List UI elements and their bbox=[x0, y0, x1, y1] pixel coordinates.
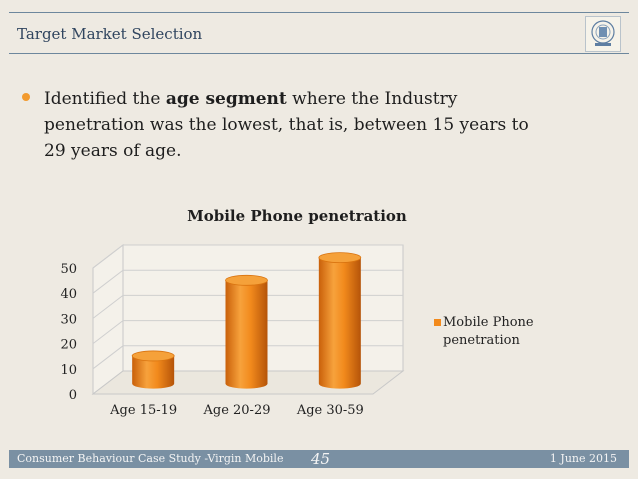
y-tick-label: 20 bbox=[60, 338, 77, 353]
footer-course: Consumer Behaviour Case Study -Virgin Mo… bbox=[17, 452, 284, 465]
y-tick-label: 0 bbox=[69, 388, 77, 403]
y-tick-label: 10 bbox=[60, 363, 77, 378]
y-tick-label: 40 bbox=[60, 287, 77, 302]
y-tick-label: 30 bbox=[60, 312, 77, 327]
legend-label-line1: Mobile Phone bbox=[443, 315, 534, 330]
chart-title: Mobile Phone penetration bbox=[187, 207, 407, 225]
legend-label-line2: penetration bbox=[443, 333, 520, 348]
bar-top bbox=[131, 350, 175, 362]
chart-legend: Mobile Phone penetration bbox=[434, 314, 573, 350]
bullet-text-bold: age segment bbox=[165, 89, 287, 109]
gridline bbox=[92, 244, 403, 269]
header-bar: Target Market Selection bbox=[9, 12, 629, 54]
bar-age-20-29 bbox=[225, 280, 268, 389]
y-tick-label: 50 bbox=[60, 262, 77, 277]
bullet-text-after: where the Industry penetration was the l… bbox=[44, 89, 529, 161]
bullet-text-before: Identified the bbox=[44, 89, 166, 109]
x-category-label: Age 15-19 bbox=[109, 403, 177, 418]
bullet-dot-icon bbox=[22, 93, 30, 101]
footer-date: 1 June 2015 bbox=[549, 452, 617, 465]
gridline bbox=[92, 345, 403, 370]
bar-age-30-59 bbox=[318, 257, 361, 389]
bar-age-15-19 bbox=[132, 355, 175, 389]
footer-bar: Consumer Behaviour Case Study -Virgin Mo… bbox=[9, 450, 629, 468]
x-category-label: Age 30-59 bbox=[296, 403, 364, 418]
gridline bbox=[92, 269, 403, 294]
gridline bbox=[92, 320, 403, 344]
gridline bbox=[92, 294, 403, 319]
bar-top bbox=[318, 252, 362, 264]
institution-emblem-icon bbox=[585, 16, 621, 52]
bullet-text: Identified the age segment where the Ind… bbox=[44, 86, 544, 164]
page-number: 45 bbox=[311, 450, 331, 468]
chart-side-wall bbox=[92, 243, 124, 396]
slide-title: Target Market Selection bbox=[17, 25, 203, 43]
bar-top bbox=[225, 274, 268, 286]
x-category-label: Age 20-29 bbox=[202, 403, 270, 418]
legend-swatch bbox=[434, 319, 441, 326]
